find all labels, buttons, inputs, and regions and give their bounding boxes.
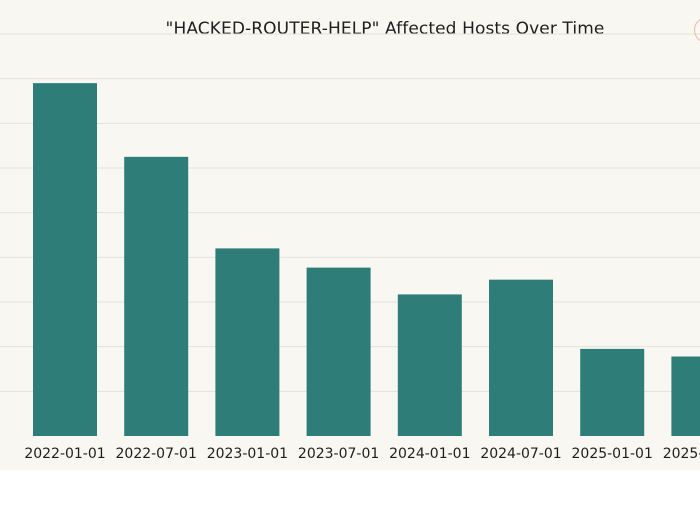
x-tick-label: 2024-07-01 (480, 446, 561, 462)
x-tick-label: 2023-07-01 (298, 446, 379, 462)
bar-2022-07-01 (124, 156, 189, 437)
bar-2024-07-01 (489, 279, 553, 436)
x-tick-labels: 2022-01-01 2022-07-01 2023-01-01 2023-07-01… (24, 446, 700, 462)
bar-2023-07-01 (306, 267, 371, 436)
bar-2023-01-01 (215, 248, 280, 436)
x-tick-label: 2025-07-01 (663, 446, 700, 462)
bars (33, 83, 700, 437)
bar-2025-07-01 (671, 356, 700, 436)
bar-chart: 2022-01-01 2022-07-01 2023-01-01 2023-07-01… (0, 33, 700, 462)
chart-card: "HACKED-ROUTER-HELP" Affected Hosts Over… (0, 0, 700, 470)
x-tick-label: 2022-01-01 (24, 446, 105, 462)
x-tick-label: 2022-07-01 (116, 446, 197, 462)
x-tick-label: 2025-01-01 (572, 446, 653, 462)
bar-2025-01-01 (580, 348, 645, 436)
x-tick-label: 2024-01-01 (389, 446, 470, 462)
x-tick-label: 2023-01-01 (207, 446, 288, 462)
bar-2024-01-01 (397, 294, 462, 436)
bar-2022-01-01 (33, 83, 97, 436)
